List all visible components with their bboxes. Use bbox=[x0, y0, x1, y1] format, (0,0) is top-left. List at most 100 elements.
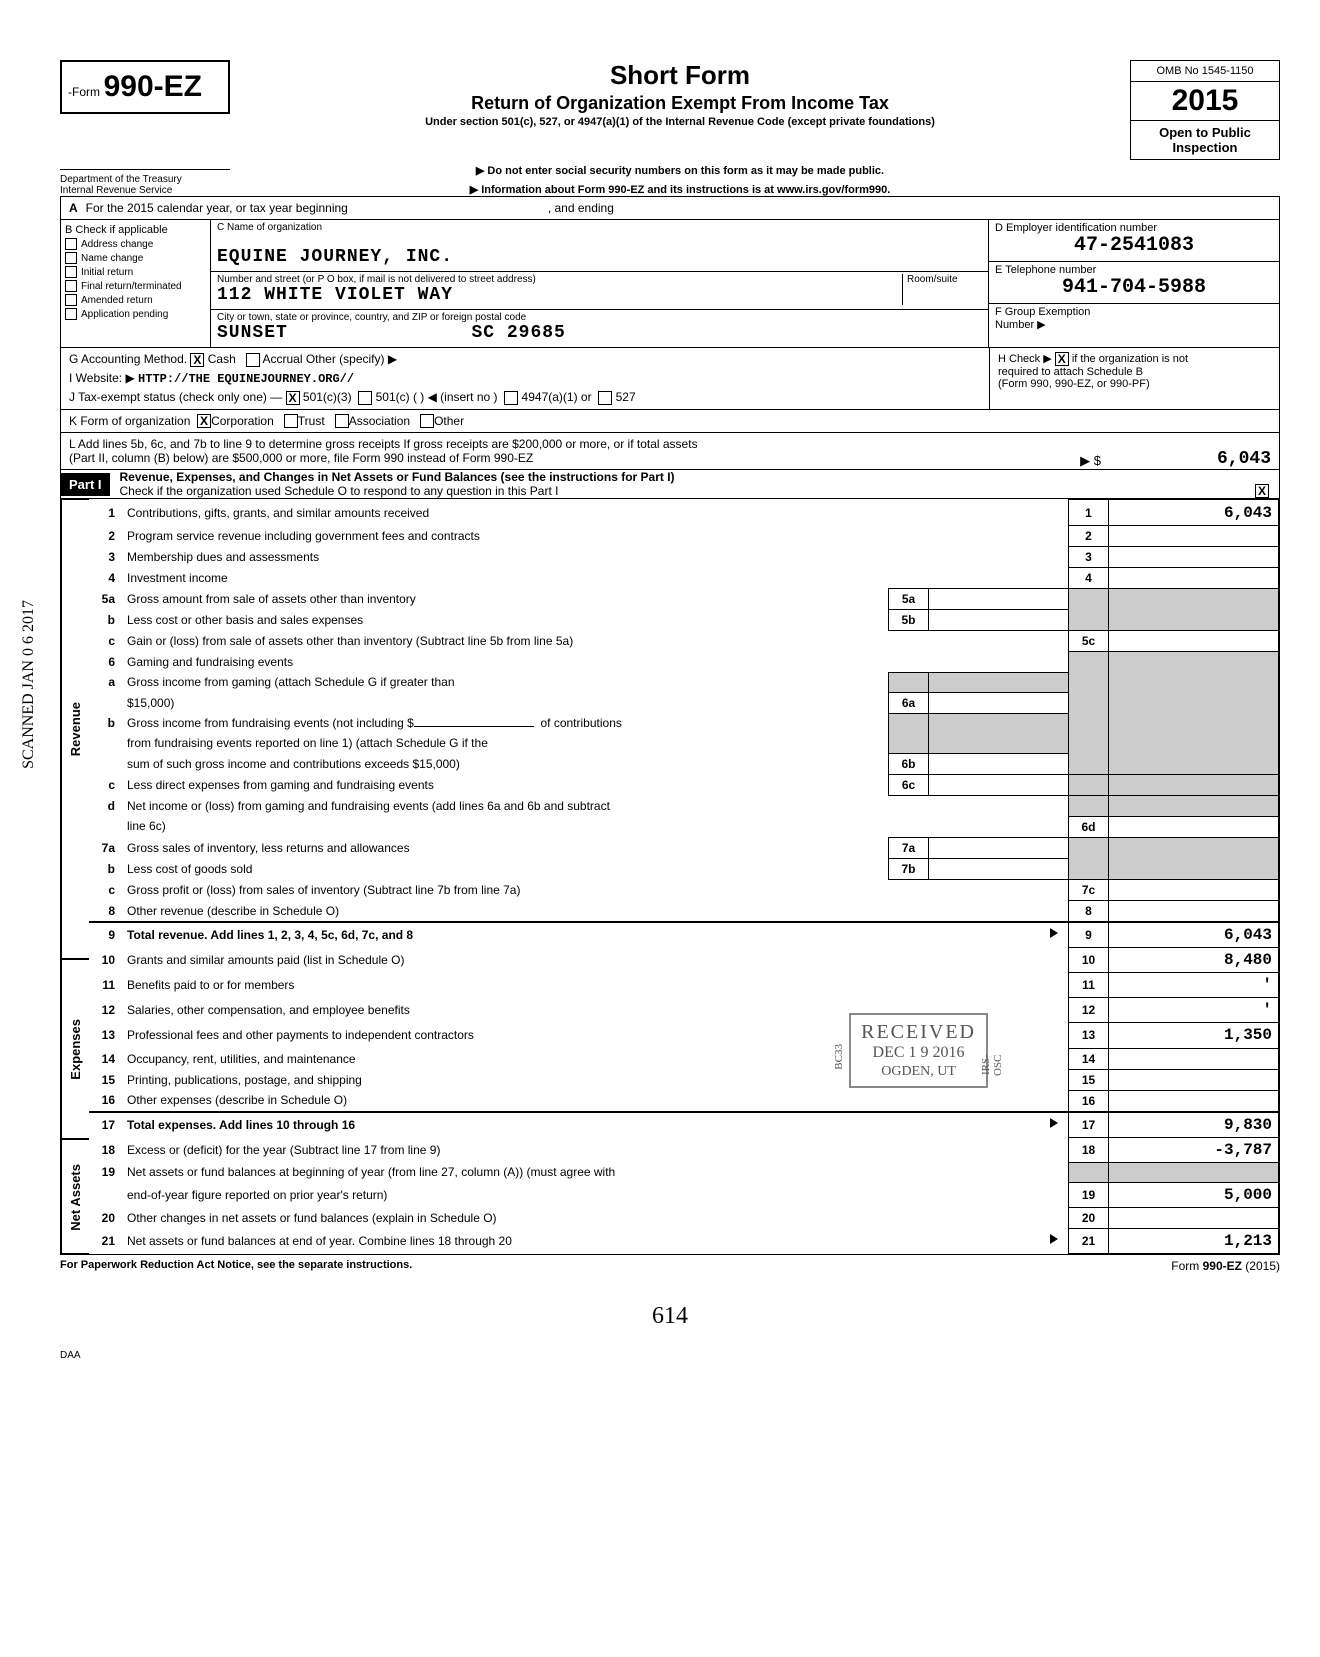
ln7a-desc: Gross sales of inventory, less returns a… bbox=[121, 837, 889, 858]
label-amended: Amended return bbox=[81, 295, 153, 306]
header-row2: Department of the Treasury Internal Reve… bbox=[60, 164, 1280, 196]
public-inspection: Open to Public Inspection bbox=[1131, 120, 1279, 159]
check-pending[interactable] bbox=[65, 308, 77, 320]
ln6c-subval bbox=[929, 775, 1069, 796]
check-h[interactable]: X bbox=[1055, 352, 1069, 366]
ln6-desc: Gaming and fundraising events bbox=[121, 652, 1069, 673]
j-opt1: 501(c)(3) bbox=[303, 390, 352, 404]
ln6a-desc2: $15,000) bbox=[121, 692, 889, 713]
ln18-rnum: 18 bbox=[1069, 1137, 1109, 1162]
ln20-num: 20 bbox=[89, 1208, 121, 1229]
ln21-val: 1,213 bbox=[1109, 1229, 1279, 1254]
ln1-num: 1 bbox=[89, 500, 121, 525]
org-city: SUNSET bbox=[217, 323, 288, 343]
ln21-num: 21 bbox=[89, 1229, 121, 1254]
ln6d-rnum: 6d bbox=[1069, 816, 1109, 837]
ln19-rnum: 19 bbox=[1069, 1183, 1109, 1208]
ln19-desc: Net assets or fund balances at beginning… bbox=[121, 1162, 1069, 1182]
check-other[interactable] bbox=[420, 414, 434, 428]
ln6c-num: c bbox=[89, 775, 121, 796]
ln6b-desc2: from fundraising events reported on line… bbox=[121, 733, 889, 753]
check-final[interactable] bbox=[65, 280, 77, 292]
check-527[interactable] bbox=[598, 391, 612, 405]
ln9-val: 6,043 bbox=[1109, 922, 1279, 948]
ln17-desc: Total expenses. Add lines 10 through 16 bbox=[121, 1112, 1069, 1138]
notes-block: ▶ Do not enter social security numbers o… bbox=[240, 164, 1120, 196]
check-initial[interactable] bbox=[65, 266, 77, 278]
label-pending: Application pending bbox=[81, 309, 168, 320]
c-label: C Name of organization bbox=[217, 222, 982, 233]
ln7c-num: c bbox=[89, 879, 121, 900]
check-cash[interactable]: X bbox=[190, 353, 204, 367]
ln5c-desc: Gain or (loss) from sale of assets other… bbox=[121, 630, 1069, 651]
check-addr-change[interactable] bbox=[65, 238, 77, 250]
check-4947[interactable] bbox=[504, 391, 518, 405]
ln17-val: 9,830 bbox=[1109, 1112, 1279, 1138]
ln13-num: 13 bbox=[89, 1023, 121, 1048]
ln16-val bbox=[1109, 1090, 1279, 1112]
title-desc: Under section 501(c), 527, or 4947(a)(1)… bbox=[240, 116, 1120, 128]
ln5b-desc: Less cost or other basis and sales expen… bbox=[121, 609, 889, 630]
row-k: K Form of organization X Corporation Tru… bbox=[61, 410, 1279, 433]
row-gh: G Accounting Method. X Cash Accrual Othe… bbox=[61, 348, 1279, 410]
ein-value: 47-2541083 bbox=[995, 234, 1273, 257]
ln5a-sub: 5a bbox=[889, 588, 929, 609]
ln6a-sub: 6a bbox=[889, 692, 929, 713]
check-trust[interactable] bbox=[284, 414, 298, 428]
ln7b-desc: Less cost of goods sold bbox=[121, 858, 889, 879]
main-form-table: A For the 2015 calendar year, or tax yea… bbox=[60, 196, 1280, 1255]
col-b-checks: B Check if applicable Address change Nam… bbox=[61, 220, 211, 347]
h-block: H Check ▶ X if the organization is not r… bbox=[989, 348, 1279, 409]
ln10-val: 8,480 bbox=[1109, 948, 1279, 973]
ln11-val: ' bbox=[1109, 973, 1279, 998]
ln3-num: 3 bbox=[89, 546, 121, 567]
h-text2: required to attach Schedule B bbox=[998, 366, 1143, 378]
ln6c-desc: Less direct expenses from gaming and fun… bbox=[121, 775, 889, 796]
ln10-rnum: 10 bbox=[1069, 948, 1109, 973]
ln6d-desc2: line 6c) bbox=[121, 816, 1069, 837]
k-label: K Form of organization bbox=[69, 414, 190, 428]
ln8-rnum: 8 bbox=[1069, 900, 1109, 922]
ln13-desc: Professional fees and other payments to … bbox=[121, 1023, 1069, 1048]
ln7b-sub: 7b bbox=[889, 858, 929, 879]
ln10-desc: Grants and similar amounts paid (list in… bbox=[121, 948, 1069, 973]
h-text1: if the organization is not bbox=[1072, 353, 1188, 365]
note-ssn: ▶ Do not enter social security numbers o… bbox=[240, 164, 1120, 177]
d-label: D Employer identification number bbox=[995, 222, 1273, 234]
handwrite-number: 614 bbox=[60, 1303, 1280, 1330]
ln7b-subval bbox=[929, 858, 1069, 879]
check-accrual[interactable] bbox=[246, 353, 260, 367]
form-prefix: -Form bbox=[68, 85, 100, 99]
check-part1-scho[interactable]: X bbox=[1255, 484, 1269, 498]
j-label: J Tax-exempt status (check only one) — bbox=[69, 390, 282, 404]
e-label: E Telephone number bbox=[995, 264, 1273, 276]
h-label: H Check ▶ bbox=[998, 353, 1052, 365]
h-text3: (Form 990, 990-EZ, or 990-PF) bbox=[998, 378, 1150, 390]
ln10-num: 10 bbox=[89, 948, 121, 973]
check-amended[interactable] bbox=[65, 294, 77, 306]
ln2-desc: Program service revenue including govern… bbox=[121, 525, 1069, 546]
ln11-rnum: 11 bbox=[1069, 973, 1109, 998]
check-501c[interactable] bbox=[358, 391, 372, 405]
k-assoc: Association bbox=[349, 414, 410, 428]
check-name-change[interactable] bbox=[65, 252, 77, 264]
org-addr: 112 WHITE VIOLET WAY bbox=[217, 285, 902, 305]
ln6d-val bbox=[1109, 816, 1279, 837]
j-opt4: 527 bbox=[616, 390, 636, 404]
ln2-num: 2 bbox=[89, 525, 121, 546]
check-corp[interactable]: X bbox=[197, 414, 211, 428]
ln15-rnum: 15 bbox=[1069, 1069, 1109, 1090]
ln5a-subval bbox=[929, 588, 1069, 609]
scanned-stamp: SCANNED JAN 0 6 2017 bbox=[20, 600, 38, 769]
ln3-desc: Membership dues and assessments bbox=[121, 546, 1069, 567]
omb-box: OMB No 1545-1150 2015 Open to Public Ins… bbox=[1130, 60, 1280, 160]
dept-irs: Internal Revenue Service bbox=[60, 185, 230, 196]
ln7a-sub: 7a bbox=[889, 837, 929, 858]
check-assoc[interactable] bbox=[335, 414, 349, 428]
ln18-val: -3,787 bbox=[1109, 1137, 1279, 1162]
part1-badge: Part I bbox=[61, 473, 110, 496]
ln14-num: 14 bbox=[89, 1048, 121, 1069]
footer: For Paperwork Reduction Act Notice, see … bbox=[60, 1259, 1280, 1273]
check-501c3[interactable]: X bbox=[286, 391, 300, 405]
ln6b-subval bbox=[929, 753, 1069, 774]
